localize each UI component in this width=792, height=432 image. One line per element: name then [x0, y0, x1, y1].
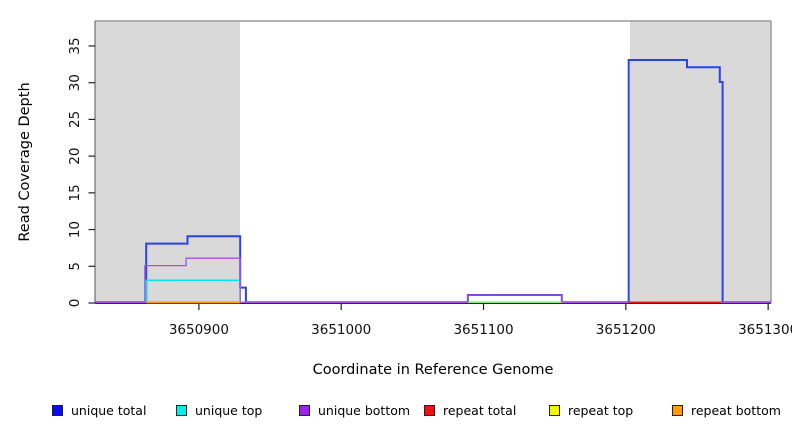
x-tick-label: 3650900	[169, 322, 229, 338]
x-tick-label: 3651000	[311, 322, 371, 338]
legend-label-repeat-total: repeat total	[443, 403, 517, 418]
legend-item-unique-bottom: unique bottom	[299, 403, 410, 418]
y-tick-label: 25	[67, 111, 83, 128]
x-tick-label: 3651200	[596, 322, 656, 338]
legend-swatch-unique-total	[52, 405, 63, 416]
legend-swatch-repeat-top	[549, 405, 560, 416]
legend-label-unique-total: unique total	[71, 403, 147, 418]
y-tick-label: 0	[67, 299, 83, 308]
y-tick-label: 5	[67, 262, 83, 271]
y-tick-label: 15	[67, 184, 83, 201]
legend-item-repeat-bottom: repeat bottom	[672, 403, 781, 418]
x-axis-title: Coordinate in Reference Genome	[312, 362, 554, 378]
y-tick-label: 30	[67, 74, 83, 91]
repeat-region-left	[95, 21, 241, 303]
legend-item-unique-top: unique top	[176, 403, 262, 418]
legend-label-unique-top: unique top	[195, 403, 263, 418]
legend-item-unique-total: unique total	[52, 403, 146, 418]
y-tick-label: 20	[67, 148, 83, 165]
x-tick-label: 3651100	[453, 322, 513, 338]
repeat-region-right	[630, 21, 771, 303]
y-tick-label: 10	[67, 221, 83, 238]
series-unique-bottom	[95, 257, 771, 303]
legend-label-unique-bottom: unique bottom	[318, 403, 411, 418]
legend-swatch-repeat-total	[424, 405, 435, 416]
legend-item-repeat-total: repeat total	[424, 403, 516, 418]
legend-item-repeat-top: repeat top	[549, 403, 633, 418]
legend-label-repeat-top: repeat top	[568, 403, 634, 418]
legend-swatch-repeat-bottom	[672, 405, 683, 416]
legend-label-repeat-bottom: repeat bottom	[691, 403, 781, 418]
y-tick-label: 35	[67, 37, 83, 54]
y-axis-title: Read Coverage Depth	[17, 82, 33, 242]
legend-swatch-unique-top	[176, 405, 187, 416]
legend-swatch-unique-bottom	[299, 405, 310, 416]
